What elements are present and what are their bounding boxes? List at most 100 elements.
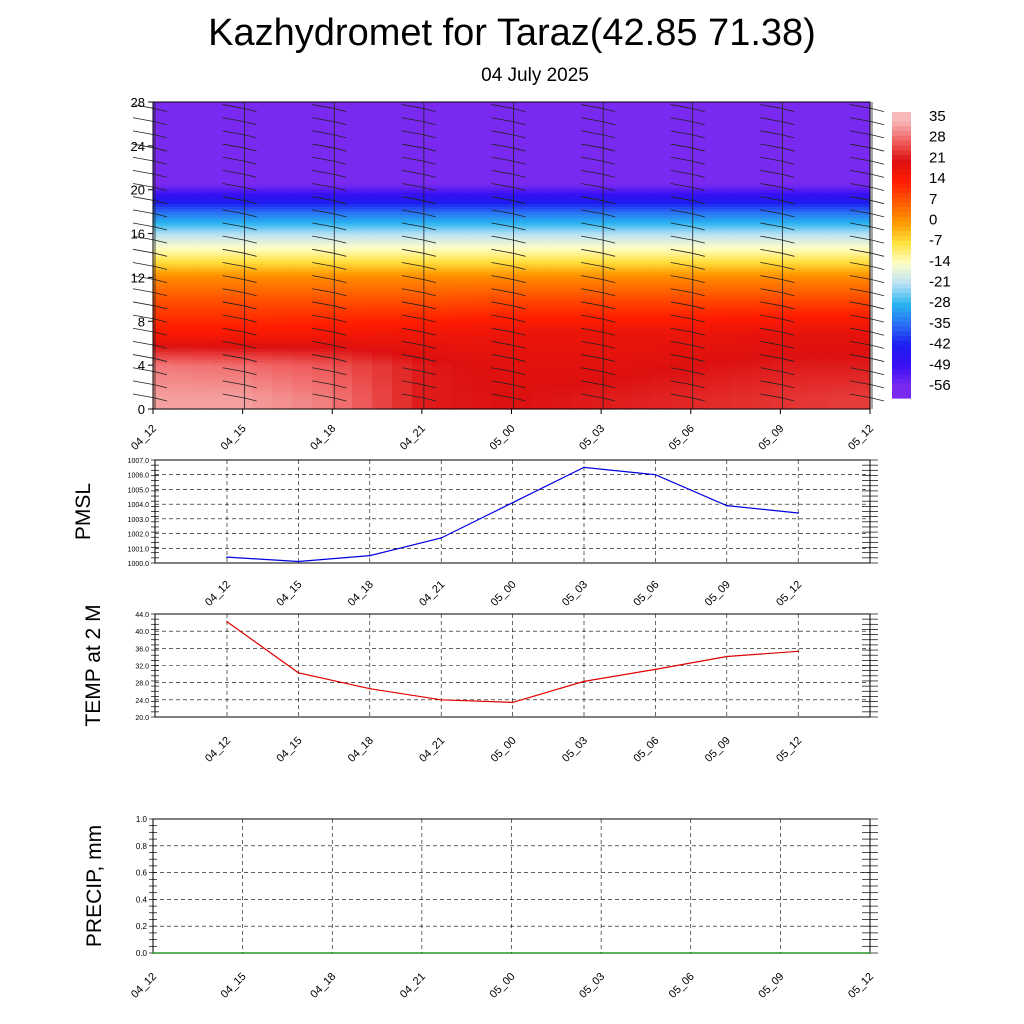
temperature-cell xyxy=(471,173,493,177)
temperature-cell xyxy=(531,214,552,218)
temperature-cell xyxy=(730,280,752,284)
temperature-cell xyxy=(850,219,871,224)
temperature-cell xyxy=(531,362,552,366)
temperature-cell xyxy=(830,143,851,147)
temperature-cell xyxy=(531,384,552,388)
temperature-cell xyxy=(252,258,274,262)
temperature-cell xyxy=(431,132,453,136)
temperature-cell xyxy=(272,378,294,383)
temperature-cell xyxy=(850,148,871,152)
temperature-cell xyxy=(631,307,652,311)
temperature-cell xyxy=(571,219,592,224)
temperature-cell xyxy=(192,186,214,191)
temperature-cell xyxy=(312,315,333,320)
temperature-cell xyxy=(153,222,174,226)
temperature-cell xyxy=(631,304,652,309)
temperature-cell xyxy=(212,137,234,141)
temperature-cell xyxy=(650,381,672,385)
temperature-cell xyxy=(491,293,513,298)
temperature-cell xyxy=(551,134,572,139)
temperature-cell xyxy=(710,252,732,257)
temperature-cell xyxy=(850,389,871,394)
temperature-cell xyxy=(312,329,333,333)
temperature-cell xyxy=(252,123,274,128)
temperature-cell xyxy=(690,381,712,385)
temperature-cell xyxy=(631,110,652,114)
temperature-cell xyxy=(810,392,831,396)
temperature-cell xyxy=(790,296,811,300)
temperature-cell xyxy=(332,151,353,155)
temperature-cell xyxy=(392,291,413,295)
temperature-cell xyxy=(571,134,592,139)
temperature-cell xyxy=(153,337,174,342)
temperature-cell xyxy=(571,318,592,322)
temperature-cell xyxy=(352,132,373,136)
temperature-cell xyxy=(352,107,373,111)
temperature-cell xyxy=(750,356,772,361)
temperature-cell xyxy=(650,140,672,144)
temperature-cell xyxy=(272,102,294,106)
temperature-cell xyxy=(551,373,572,377)
temperature-cell xyxy=(730,197,752,202)
temperature-cell xyxy=(471,326,493,331)
temperature-cell xyxy=(511,165,533,169)
temperature-cell xyxy=(770,162,791,166)
temperature-cell xyxy=(451,181,473,185)
temperature-cell xyxy=(631,274,652,279)
temperature-cell xyxy=(810,299,831,303)
wind-barb-flag xyxy=(692,134,705,139)
temperature-cell xyxy=(471,102,493,106)
temperature-cell xyxy=(710,173,732,177)
temperature-cell xyxy=(770,389,791,394)
wind-barb-flag xyxy=(222,183,245,188)
temperature-cell xyxy=(153,387,174,391)
temperature-cell xyxy=(730,345,752,350)
temp2m-point xyxy=(297,671,300,674)
temperature-cell xyxy=(670,266,692,270)
temperature-cell xyxy=(551,310,572,314)
temperature-cell xyxy=(451,228,473,232)
temperature-cell xyxy=(232,299,254,303)
temperature-cell xyxy=(591,280,612,284)
wind-barb-flag xyxy=(760,104,783,109)
temperature-cell xyxy=(810,206,831,210)
x-tick-label: 05_09 xyxy=(756,971,786,1001)
wind-barb-flag xyxy=(423,252,436,257)
temperature-cell xyxy=(212,255,234,259)
temperature-cell xyxy=(212,356,234,361)
wind-barb-flag xyxy=(849,156,873,162)
temperature-cell xyxy=(451,214,473,218)
temperature-cell xyxy=(212,277,234,281)
temperature-cell xyxy=(372,115,393,120)
wind-barb-flag xyxy=(401,156,424,162)
temperature-cell xyxy=(690,340,712,344)
temperature-cell xyxy=(611,271,632,276)
temperature-cell xyxy=(392,143,413,147)
temperature-cell xyxy=(710,214,732,218)
pmsl-point xyxy=(726,504,728,507)
temperature-cell xyxy=(750,176,772,180)
temperature-cell xyxy=(611,315,632,320)
temperature-cell xyxy=(312,110,333,114)
wind-barb-flag xyxy=(871,160,885,165)
wind-barb-flag xyxy=(670,354,693,359)
x-tick-label: 04_12 xyxy=(129,971,159,1001)
temperature-cell xyxy=(710,121,732,125)
temperature-cell xyxy=(471,143,493,147)
temperature-cell xyxy=(272,208,294,213)
temperature-cell xyxy=(830,173,851,177)
temperature-cell xyxy=(611,304,632,309)
temperature-cell xyxy=(192,252,214,257)
temperature-cell xyxy=(332,359,353,364)
temperature-cell xyxy=(690,307,712,311)
temperature-cell xyxy=(392,151,413,155)
wind-barb-flag xyxy=(782,147,795,152)
temperature-cell xyxy=(292,318,313,322)
temperature-cell xyxy=(830,260,851,265)
temperature-cell xyxy=(650,274,672,279)
temperature-cell xyxy=(292,126,313,131)
temperature-cell xyxy=(352,241,373,246)
temperature-cell xyxy=(631,217,652,221)
temperature-cell xyxy=(332,137,353,141)
temperature-cell xyxy=(172,324,194,328)
